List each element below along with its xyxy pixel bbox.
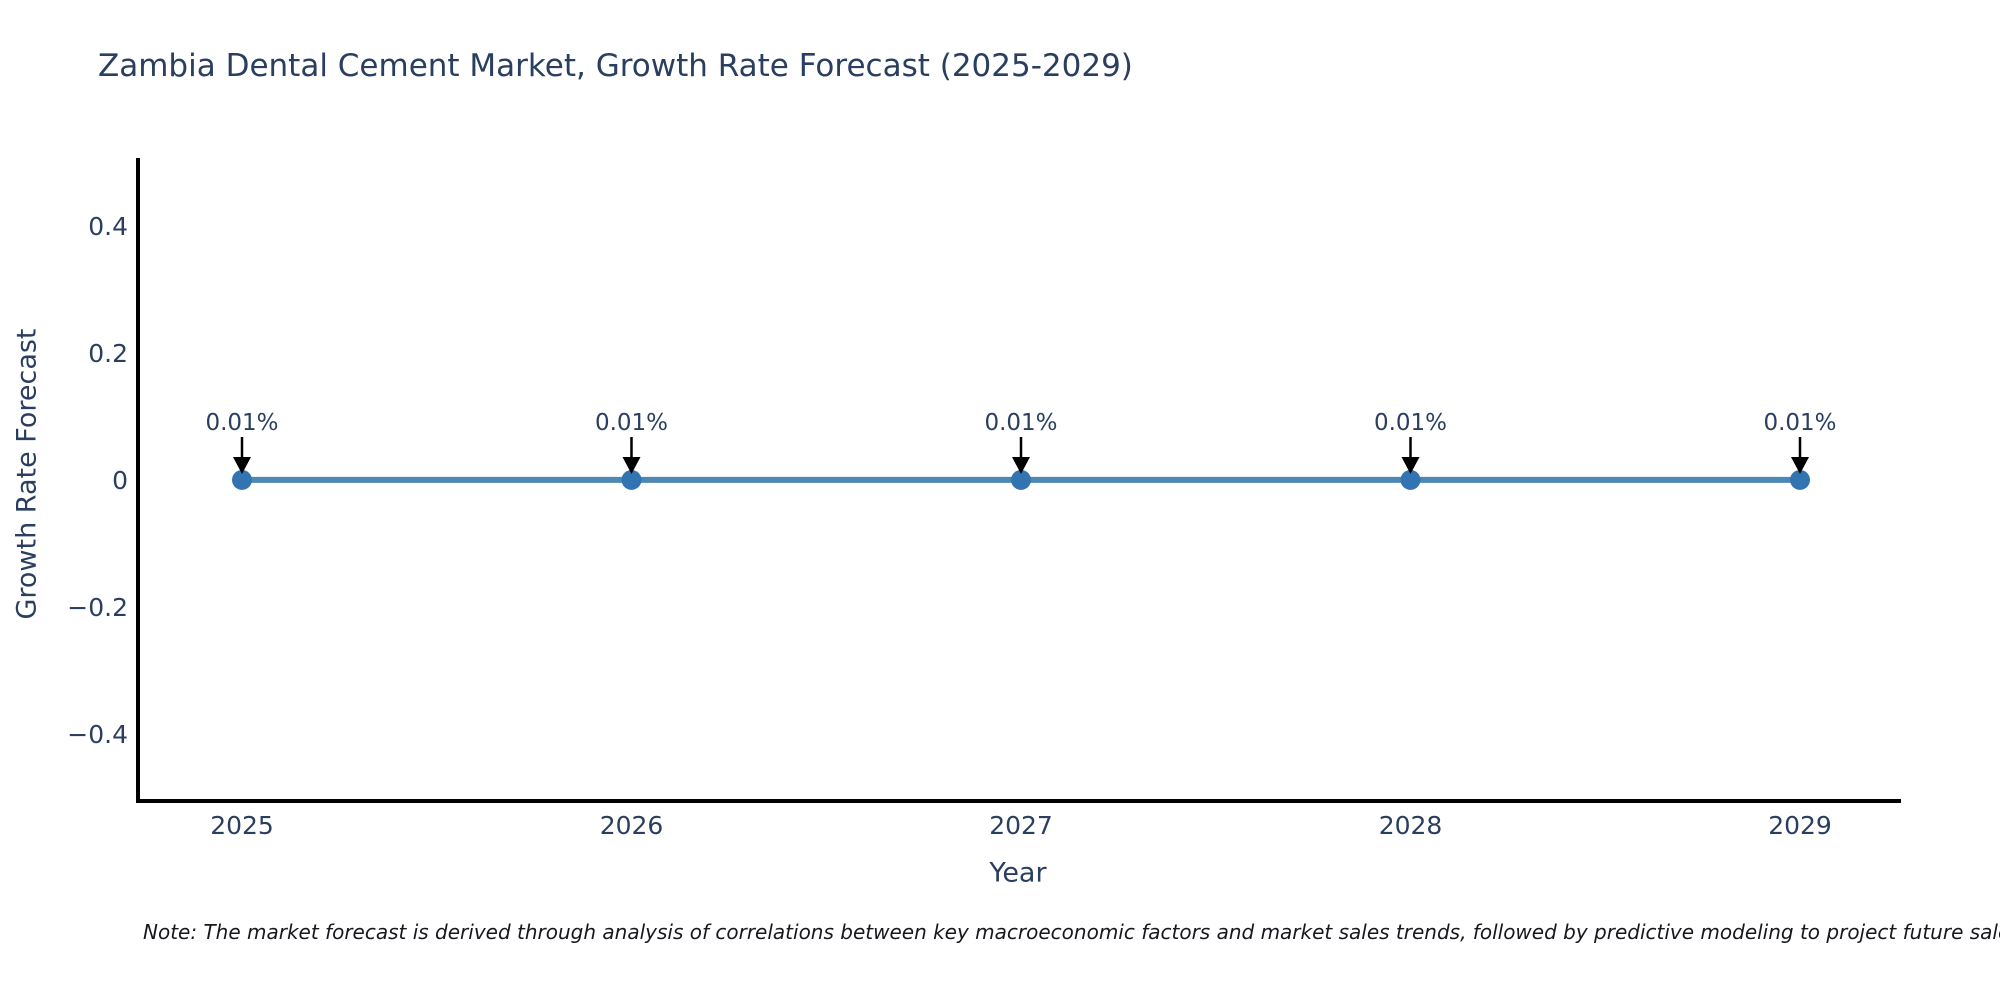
x-tick-label: 2025 [210, 811, 274, 840]
y-tick-label: 0.2 [88, 339, 128, 368]
footnote: Note: The market forecast is derived thr… [143, 920, 2000, 944]
annotation-label: 0.01% [595, 410, 668, 436]
data-point-marker [621, 469, 642, 490]
data-point-marker [1011, 469, 1031, 490]
annotation-arrow-head [1012, 457, 1030, 474]
annotation-arrow-head [622, 457, 641, 474]
annotation-arrow-head [1401, 457, 1420, 474]
annotation-label: 0.01% [1763, 410, 1836, 436]
x-tick-label: 2027 [989, 811, 1053, 840]
annotation-label: 0.01% [984, 410, 1057, 436]
x-tick-label: 2029 [1768, 811, 1832, 840]
chart-title: Zambia Dental Cement Market, Growth Rate… [98, 48, 1133, 84]
axis-spines [136, 158, 1901, 803]
x-axis-title: Year [989, 857, 1047, 889]
annotation-label: 0.01% [1374, 410, 1447, 436]
annotation-arrow-head [1791, 457, 1809, 474]
annotation-arrow-head [233, 457, 251, 474]
x-tick-label: 2026 [600, 811, 664, 840]
x-tick-label: 2028 [1379, 811, 1443, 840]
data-point-marker [232, 469, 252, 490]
y-tick-label: −0.2 [67, 593, 128, 622]
annotation-label: 0.01% [205, 410, 278, 436]
data-point-marker [1400, 469, 1421, 490]
y-tick-label: 0 [112, 466, 128, 495]
y-tick-label: −0.4 [67, 720, 128, 749]
y-tick-label: 0.4 [88, 212, 128, 241]
data-point-marker [1790, 469, 1810, 490]
